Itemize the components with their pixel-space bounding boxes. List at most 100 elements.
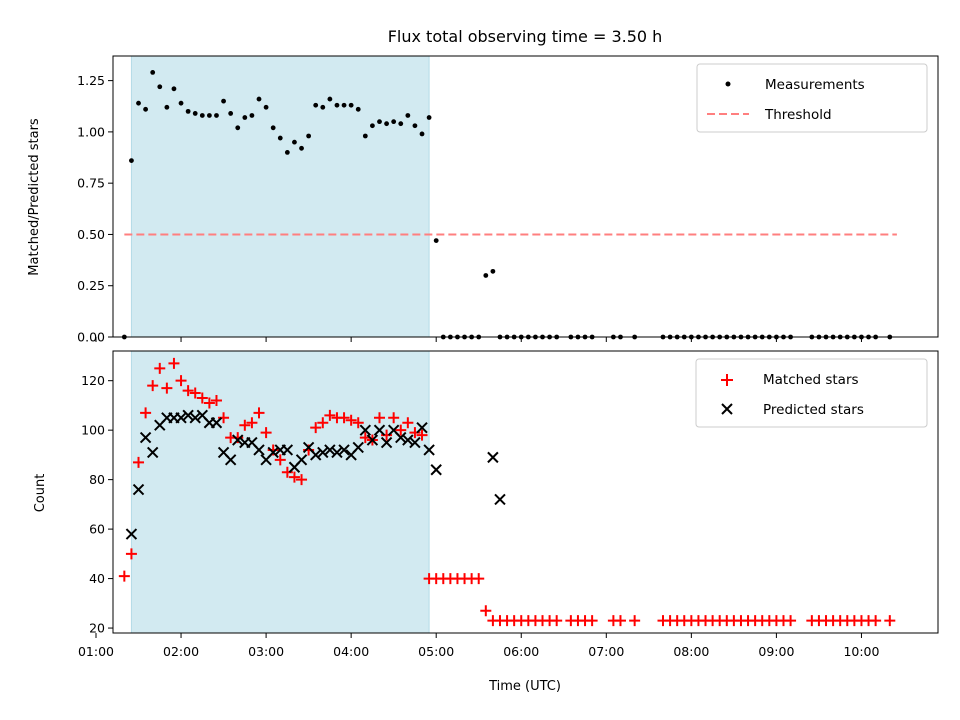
matched-point (253, 407, 265, 419)
matched-point (785, 615, 797, 627)
x-tick-label: 08:00 (673, 644, 709, 659)
matched-point (345, 414, 357, 426)
measurement-point (178, 100, 184, 106)
counts-legend: Matched stars Predicted stars (695, 358, 928, 428)
matched-point (324, 409, 336, 421)
ratio-plot-frame (112, 55, 939, 338)
matched-point (884, 615, 896, 627)
predicted-point (253, 444, 265, 456)
predicted-point (132, 483, 145, 496)
matched-point (154, 362, 166, 374)
predicted-point (423, 444, 435, 456)
matched-point (352, 417, 364, 429)
matched-point (381, 429, 393, 441)
x-tick-label: 03:00 (248, 644, 284, 659)
x-tick-label: 02:00 (163, 644, 199, 659)
measurement-point (384, 121, 389, 127)
measurement-point (433, 238, 439, 243)
predicted-point (139, 431, 152, 444)
matched-point (239, 419, 251, 431)
predicted-point (267, 446, 279, 459)
matched-point (189, 387, 201, 399)
matched-point (281, 466, 293, 478)
measurement-point (483, 273, 489, 278)
y-tick-label: 0.25 (77, 278, 105, 293)
predicted-point (331, 446, 343, 459)
ratio-panel: 0.00 0.25 0.50 0.75 1.00 1.25 Matched/Predict… (27, 55, 939, 345)
measurement-point (284, 150, 290, 155)
matched-point (218, 412, 230, 424)
measurement-point (327, 96, 333, 102)
matched-point (551, 615, 563, 627)
measurements-legend-marker (725, 81, 731, 87)
predicted-point (210, 417, 223, 429)
measurement-point (398, 121, 404, 127)
measurement-point (377, 119, 382, 125)
predicted-point (189, 412, 201, 424)
matched-point (147, 380, 159, 392)
measurement-point (306, 133, 312, 139)
measurement-point (256, 96, 262, 102)
y-tick-label: 0.75 (77, 176, 105, 191)
predicted-point (317, 446, 329, 459)
matched-point (161, 382, 173, 394)
measurement-point (292, 139, 297, 145)
x-tick-label: 06:00 (503, 644, 539, 659)
predicted-point (430, 464, 442, 476)
measurement-point (270, 125, 276, 131)
y-tick-label: 60 (89, 522, 105, 537)
measurement-point (136, 100, 141, 106)
x-tick-label: 09:00 (758, 644, 794, 659)
chart-title: Flux total observing time = 3.50 h (388, 27, 663, 46)
predicted-point (175, 412, 187, 424)
matched-point (338, 412, 350, 424)
measurement-point (171, 86, 177, 92)
measurement-point (334, 102, 340, 108)
matched-stars-series (118, 357, 896, 627)
y-tick-label: 40 (89, 571, 105, 586)
matched-point (373, 412, 385, 424)
x-axis-label: Time (UTC) (488, 679, 561, 694)
measurement-point (185, 108, 191, 114)
measurement-point (313, 102, 319, 108)
counts-y-axis-label: Count (33, 474, 48, 513)
matched-stars-legend-marker (721, 374, 733, 386)
threshold-legend-label: Threshold (764, 107, 832, 123)
matched-point (416, 429, 428, 441)
observing-span (130, 350, 430, 634)
y-tick-label: 0.50 (77, 227, 105, 242)
measurements-legend-label: Measurements (765, 77, 865, 93)
matched-point (260, 427, 272, 439)
matched-point (182, 385, 194, 397)
measurement-point (263, 104, 269, 110)
ratio-legend-box (696, 63, 928, 133)
highlight-span (130, 55, 430, 338)
matched-point (317, 417, 329, 429)
predicted-point (487, 451, 499, 464)
predicted-stars-series (125, 409, 506, 540)
measurement-point (150, 70, 156, 75)
matched-point (480, 605, 492, 617)
measurement-point (228, 111, 234, 116)
predicted-point (146, 446, 159, 459)
predicted-point (395, 431, 407, 444)
matched-stars-legend-label: Matched stars (763, 372, 859, 388)
matched-point (586, 615, 598, 627)
measurement-point (426, 115, 432, 120)
y-tick-label: 100 (81, 423, 105, 438)
predicted-stars-legend-marker (721, 403, 733, 415)
measurement-point (199, 113, 205, 118)
measurement-point (157, 84, 163, 90)
matched-point (118, 570, 130, 582)
predicted-point (416, 421, 428, 434)
measurement-point (419, 131, 425, 137)
ratio-x-ticks (95, 337, 862, 342)
measurement-point (192, 111, 198, 116)
x-tick-label: 10:00 (843, 644, 879, 659)
measurement-point (320, 104, 326, 110)
matched-point (246, 417, 258, 429)
matched-point (388, 412, 400, 424)
predicted-point (224, 454, 237, 466)
measurement-point (164, 104, 170, 110)
